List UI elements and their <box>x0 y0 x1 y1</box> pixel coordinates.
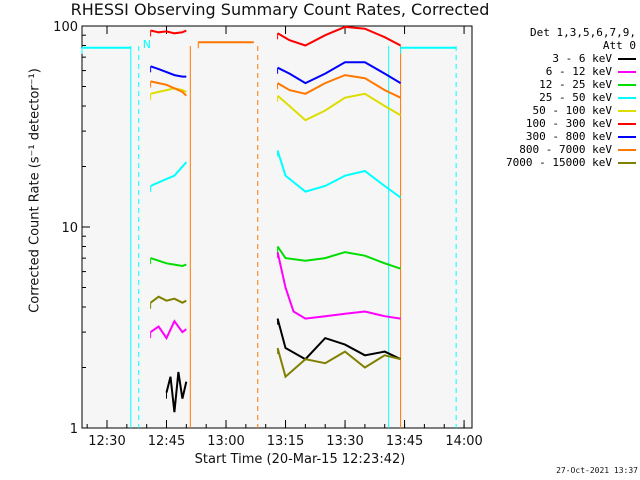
legend-swatch <box>618 161 636 164</box>
y-tick-label: 100 <box>53 20 78 35</box>
series-100-300-kev <box>150 25 402 47</box>
attenuator-flag: N <box>143 38 151 51</box>
series-line <box>277 74 402 99</box>
timestamp: 27-Oct-2021 13:37 <box>556 466 638 475</box>
series-line <box>150 319 187 341</box>
series-line <box>165 371 188 413</box>
legend-item: 7000 - 15000 keV <box>478 156 636 169</box>
y-tick-label: 10 <box>61 221 78 236</box>
legend-label: 12 - 25 keV <box>539 78 612 91</box>
series-line <box>150 65 187 78</box>
legend-label: 800 - 7000 keV <box>519 143 612 156</box>
series-line <box>276 150 402 199</box>
legend-item: 6 - 12 keV <box>478 65 636 78</box>
legend-swatch <box>618 57 636 60</box>
series-7000-15000-kev <box>150 295 401 379</box>
legend-item: 12 - 25 keV <box>478 78 636 91</box>
series-line <box>277 61 402 85</box>
legend-label: 25 - 50 keV <box>539 91 612 104</box>
legend-swatch <box>618 148 636 151</box>
series-layer <box>81 25 457 413</box>
series-12-25-kev <box>150 245 401 270</box>
chart-title: RHESSI Observing Summary Count Rates, Co… <box>70 0 490 19</box>
legend-item: 3 - 6 keV <box>478 52 636 65</box>
series-line <box>276 92 402 122</box>
series-line <box>150 29 187 35</box>
legend-swatch <box>618 70 636 73</box>
series-300-800-kev <box>150 61 402 85</box>
x-tick-label: 13:00 <box>207 434 244 449</box>
legend-item: 50 - 100 keV <box>478 104 636 117</box>
series-line <box>277 25 402 47</box>
legend-item: 300 - 800 keV <box>478 130 636 143</box>
plot-area <box>81 25 473 429</box>
legend-label: 3 - 6 keV <box>552 52 612 65</box>
legend-label: 100 - 300 keV <box>525 117 612 130</box>
series-6-12-kev <box>150 251 401 341</box>
series-line <box>276 318 402 361</box>
vertical-markers <box>130 46 457 428</box>
series-line <box>150 295 187 304</box>
legend-item: 25 - 50 keV <box>478 91 636 104</box>
tick-labels: 12:30 12:45 13:00 13:15 13:30 13:45 14:00 1 10 10… <box>53 20 483 449</box>
series-line <box>150 257 187 268</box>
legend-swatch <box>618 83 636 86</box>
legend-swatch <box>618 96 636 99</box>
x-tick-label: 14:00 <box>445 434 482 449</box>
legend-label: 7000 - 15000 keV <box>506 156 612 169</box>
legend-label: 6 - 12 keV <box>545 65 612 78</box>
y-axis-label: Corrected Count Rate (s⁻¹ detector⁻¹) <box>27 68 43 313</box>
legend-item: 800 - 7000 keV <box>478 143 636 156</box>
x-tick-label: 12:45 <box>148 434 185 449</box>
series-line <box>150 161 188 187</box>
legend-item: 100 - 300 keV <box>478 117 636 130</box>
legend-entries: 3 - 6 keV 6 - 12 keV 12 - 25 keV 25 - 50 ke… <box>478 52 636 169</box>
x-axis-label: Start Time (20-Mar-15 12:23:42) <box>194 452 406 467</box>
y-tick-label: 1 <box>70 422 78 437</box>
series-line <box>276 245 401 270</box>
legend-header-line-1: Det 1,3,5,6,7,9, <box>530 26 636 39</box>
legend-swatch <box>618 109 636 112</box>
x-tick-label: 13:45 <box>386 434 423 449</box>
x-tick-label: 13:15 <box>267 434 304 449</box>
series-3-6-kev <box>165 318 402 413</box>
series-25-50-kev <box>81 46 457 199</box>
legend-swatch <box>618 122 636 125</box>
legend-header-line-2: Att 0 <box>602 39 636 52</box>
legend: Det 1,3,5,6,7,9, Att 0 3 - 6 keV 6 - 12 k… <box>478 26 636 169</box>
legend-label: 300 - 800 keV <box>525 130 612 143</box>
series-line <box>276 347 401 379</box>
x-tick-label: 13:30 <box>326 434 363 449</box>
series-800-7000-kev <box>150 41 402 99</box>
series-line <box>150 80 187 97</box>
series-50-100-kev <box>150 87 402 122</box>
x-tick-label: 12:30 <box>88 434 125 449</box>
legend-label: 50 - 100 keV <box>532 104 612 117</box>
series-line <box>276 251 401 320</box>
legend-swatch <box>618 135 636 138</box>
series-line <box>150 87 187 95</box>
